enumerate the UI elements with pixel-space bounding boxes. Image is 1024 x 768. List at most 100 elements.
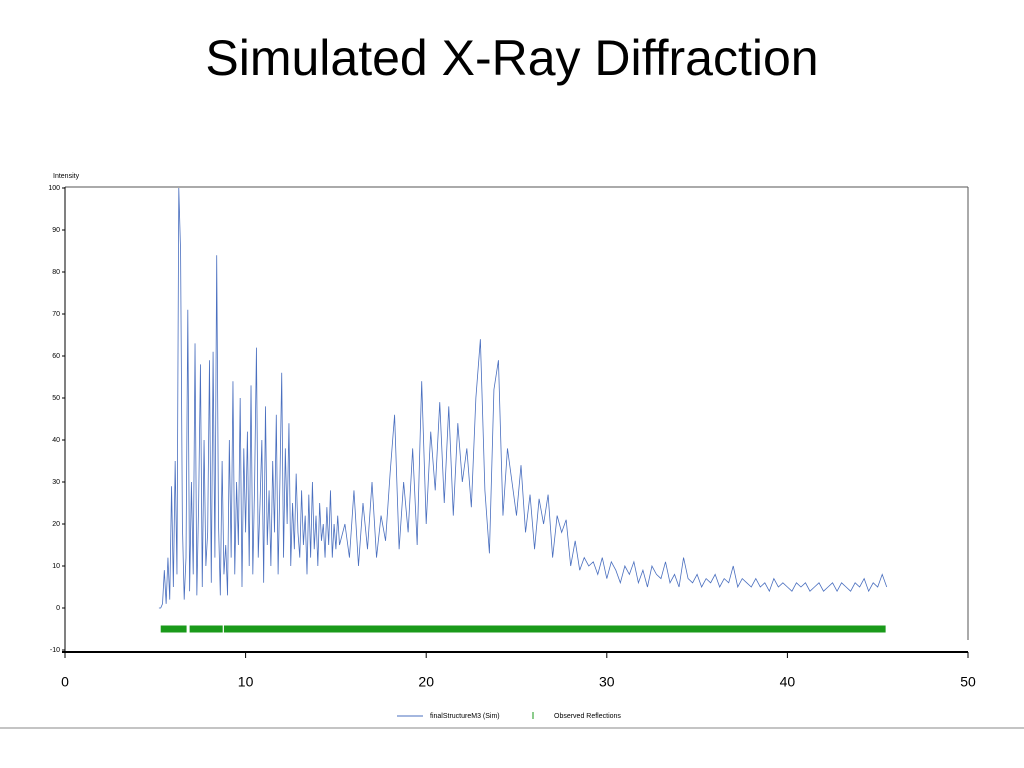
reflection-tick bbox=[541, 625, 548, 633]
reflection-tick bbox=[471, 625, 478, 633]
x-tick-label: 50 bbox=[960, 674, 976, 690]
reflection-tick bbox=[198, 625, 203, 633]
reflection-tick bbox=[850, 625, 857, 633]
reflection-tick bbox=[509, 625, 516, 633]
reflection-tick bbox=[317, 625, 322, 633]
reflection-tick bbox=[828, 625, 835, 633]
reflection-tick bbox=[520, 625, 527, 633]
reflection-tick bbox=[493, 625, 499, 633]
reflection-tick bbox=[278, 625, 283, 633]
chart-title: Simulated X-Ray Diffraction bbox=[205, 30, 818, 86]
reflection-tick bbox=[720, 625, 727, 633]
reflection-tick bbox=[281, 625, 286, 633]
reflection-tick bbox=[362, 625, 369, 633]
reflection-tick bbox=[590, 625, 597, 633]
reflection-tick bbox=[763, 625, 770, 633]
reflection-tick bbox=[310, 625, 315, 633]
reflection-tick bbox=[693, 625, 700, 633]
reflection-tick bbox=[530, 625, 537, 633]
reflection-tick bbox=[715, 625, 722, 633]
reflection-tick bbox=[660, 625, 667, 633]
reflection-tick bbox=[612, 625, 619, 633]
reflection-tick bbox=[267, 625, 272, 633]
reflection-tick bbox=[877, 625, 884, 633]
reflection-tick bbox=[465, 625, 472, 633]
reflection-tick bbox=[644, 625, 651, 633]
reflection-tick bbox=[216, 625, 223, 633]
reflection-tick bbox=[406, 625, 413, 633]
reflection-tick bbox=[780, 625, 787, 633]
reflection-tick bbox=[175, 625, 182, 633]
y-tick-label: 60 bbox=[52, 353, 60, 360]
reflection-tick bbox=[753, 625, 760, 633]
reflection-tick bbox=[238, 625, 243, 633]
reflection-tick bbox=[818, 625, 825, 633]
reflection-tick bbox=[769, 625, 776, 633]
y-tick-label: 10 bbox=[52, 563, 60, 570]
y-tick-label: 80 bbox=[52, 269, 60, 276]
reflection-tick bbox=[227, 625, 232, 633]
reflection-tick bbox=[709, 625, 716, 633]
reflection-tick bbox=[595, 625, 602, 633]
reflection-tick bbox=[285, 625, 290, 633]
reflection-tick bbox=[482, 625, 489, 633]
reflection-tick bbox=[213, 625, 218, 633]
reflection-tick bbox=[411, 625, 418, 633]
reflection-tick bbox=[856, 625, 862, 633]
reflection-tick bbox=[834, 625, 841, 633]
reflection-tick bbox=[288, 625, 294, 633]
reflection-tick bbox=[623, 625, 629, 633]
reflection-tick bbox=[379, 625, 386, 633]
reflection-tick bbox=[633, 625, 640, 633]
reflection-tick bbox=[400, 625, 407, 633]
reflection-tick bbox=[796, 625, 803, 633]
reflection-tick bbox=[357, 625, 364, 633]
x-tick-label: 30 bbox=[599, 674, 615, 690]
reflection-tick bbox=[207, 625, 214, 633]
reflection-tick bbox=[807, 625, 814, 633]
reflection-tick bbox=[455, 625, 462, 633]
reflection-tick bbox=[444, 625, 451, 633]
reflection-tick bbox=[171, 625, 176, 633]
reflection-tick bbox=[563, 625, 570, 633]
reflection-tick bbox=[341, 625, 348, 633]
reflection-tick bbox=[260, 625, 265, 633]
reflection-tick bbox=[296, 625, 301, 633]
reflection-tick bbox=[299, 625, 304, 633]
reflection-tick bbox=[449, 625, 456, 633]
reflection-tick bbox=[249, 625, 254, 633]
y-tick-label: 90 bbox=[52, 227, 60, 234]
reflection-tick bbox=[747, 625, 754, 633]
reflection-tick bbox=[292, 625, 297, 633]
reflection-tick bbox=[498, 625, 505, 633]
reflection-tick bbox=[688, 625, 694, 633]
reflection-tick bbox=[202, 625, 209, 633]
reflection-tick bbox=[476, 625, 483, 633]
legend-label: finalStructureM3 (Sim) bbox=[430, 713, 500, 720]
reflection-tick bbox=[558, 625, 564, 633]
reflection-tick bbox=[725, 625, 732, 633]
y-tick-label: 40 bbox=[52, 437, 60, 444]
reflection-tick bbox=[682, 625, 689, 633]
reflection-tick bbox=[704, 625, 711, 633]
reflection-tick bbox=[321, 625, 326, 633]
reflection-tick bbox=[845, 625, 852, 633]
reflection-tick bbox=[390, 625, 396, 633]
reflection-tick bbox=[438, 625, 445, 633]
reflection-tick bbox=[428, 625, 434, 633]
reflection-tick bbox=[417, 625, 424, 633]
reflection-tick bbox=[180, 625, 187, 633]
plot-area: -10 0 10 20 30 40 50 60 70 80 90 100 0 10 20 30 40 50 bbox=[48, 185, 976, 690]
reflection-tick bbox=[346, 625, 353, 633]
reflection-tick bbox=[270, 625, 275, 633]
y-tick-label: 30 bbox=[52, 479, 60, 486]
reflection-tick bbox=[252, 625, 257, 633]
reflection-tick bbox=[574, 625, 581, 633]
reflection-tick bbox=[650, 625, 657, 633]
reflection-tick bbox=[801, 625, 808, 633]
reflection-tick bbox=[368, 625, 375, 633]
reflection-tick bbox=[241, 625, 247, 633]
reflection-tick bbox=[866, 625, 873, 633]
